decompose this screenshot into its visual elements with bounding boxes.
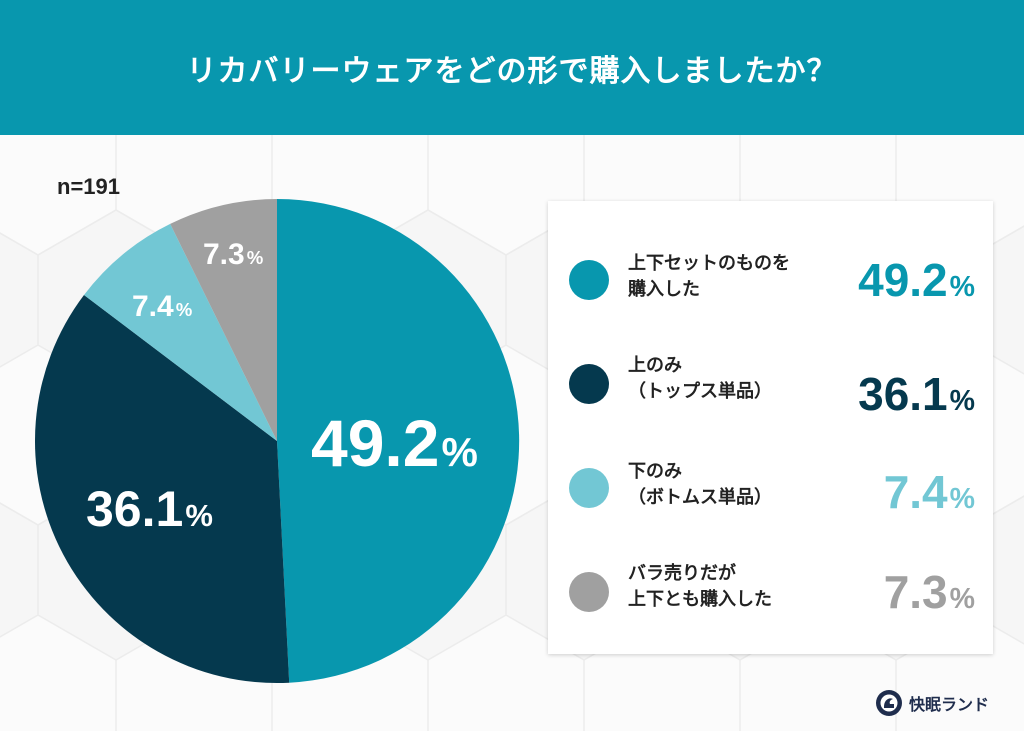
- pie-label-tops: 36.1%: [86, 484, 213, 534]
- legend-label: 下のみ （ボトムス単品）: [628, 459, 772, 511]
- legend-dot-icon: [569, 572, 609, 612]
- pie-label-value: 49.2: [311, 406, 440, 480]
- pie-label-set: 49.2%: [311, 410, 478, 476]
- legend-label-line1: 下のみ: [628, 461, 682, 482]
- legend-label-line2: 上下とも購入した: [628, 589, 772, 610]
- legend-panel: 上下セットのものを 購入した 49.2% 上のみ （トップス単品） 36.1% …: [548, 201, 993, 654]
- pie-label-value: 36.1: [86, 481, 184, 537]
- brand-logo-block: 快眠ランド: [875, 689, 989, 717]
- legend-value: 7.3%: [884, 569, 975, 615]
- pie-chart: 49.2% 36.1% 7.4% 7.3%: [34, 198, 520, 684]
- legend-item-mixed: バラ売りだが 上下とも購入した 7.3%: [548, 555, 993, 625]
- brand-logo-icon: [876, 690, 902, 716]
- pie-label-mixed: 7.3%: [203, 240, 263, 270]
- legend-value-number: 36.1: [858, 368, 948, 420]
- legend-value-number: 49.2: [858, 254, 948, 306]
- legend-label-line2: 購入した: [628, 279, 700, 300]
- pie-label-value: 7.4: [132, 290, 174, 323]
- legend-label-line2: （トップス単品）: [628, 381, 772, 402]
- pie-label-unit: %: [175, 299, 193, 320]
- legend-value-unit: %: [949, 271, 975, 303]
- legend-value: 49.2%: [858, 257, 975, 303]
- legend-value-unit: %: [949, 583, 975, 615]
- legend-dot-icon: [569, 260, 609, 300]
- legend-value-unit: %: [949, 385, 975, 417]
- legend-item-tops: 上のみ （トップス単品） 36.1%: [548, 347, 993, 417]
- legend-label: 上のみ （トップス単品）: [628, 353, 772, 405]
- legend-value-unit: %: [949, 483, 975, 515]
- legend-value-number: 7.4: [883, 466, 948, 518]
- legend-item-bottoms: 下のみ （ボトムス単品） 7.4%: [548, 451, 993, 521]
- sample-size-label: n=191: [57, 174, 120, 199]
- legend-label: 上下セットのものを 購入した: [628, 251, 790, 303]
- pie-label-unit: %: [185, 498, 213, 533]
- legend-label-line2: （ボトムス単品）: [628, 487, 772, 508]
- pie-slice-set: [277, 198, 520, 683]
- legend-item-set: 上下セットのものを 購入した 49.2%: [548, 243, 993, 313]
- pie-label-bottoms: 7.4%: [132, 292, 192, 322]
- pie-label-unit: %: [246, 247, 264, 268]
- pie-slice-tops: [34, 295, 290, 684]
- legend-dot-icon: [569, 364, 609, 404]
- legend-value: 36.1%: [858, 371, 975, 417]
- legend-value-number: 7.3: [883, 566, 948, 618]
- legend-label-line1: 上下セットのものを: [628, 253, 790, 274]
- brand-name: 快眠ランド: [909, 695, 990, 714]
- legend-label: バラ売りだが 上下とも購入した: [628, 561, 772, 613]
- pie-slice-mixed: [170, 199, 277, 441]
- legend-dot-icon: [569, 468, 609, 508]
- pie-label-value: 7.3: [203, 238, 245, 271]
- legend-label-line1: 上のみ: [628, 355, 682, 376]
- title-banner: リカバリーウェアをどの形で購入しましたか？: [0, 0, 1024, 135]
- chart-title: リカバリーウェアをどの形で購入しましたか？: [186, 53, 838, 89]
- legend-label-line1: バラ売りだが: [628, 563, 736, 584]
- legend-value: 7.4%: [884, 469, 975, 515]
- pie-label-unit: %: [441, 429, 478, 475]
- pie-slice-bottoms: [84, 223, 277, 441]
